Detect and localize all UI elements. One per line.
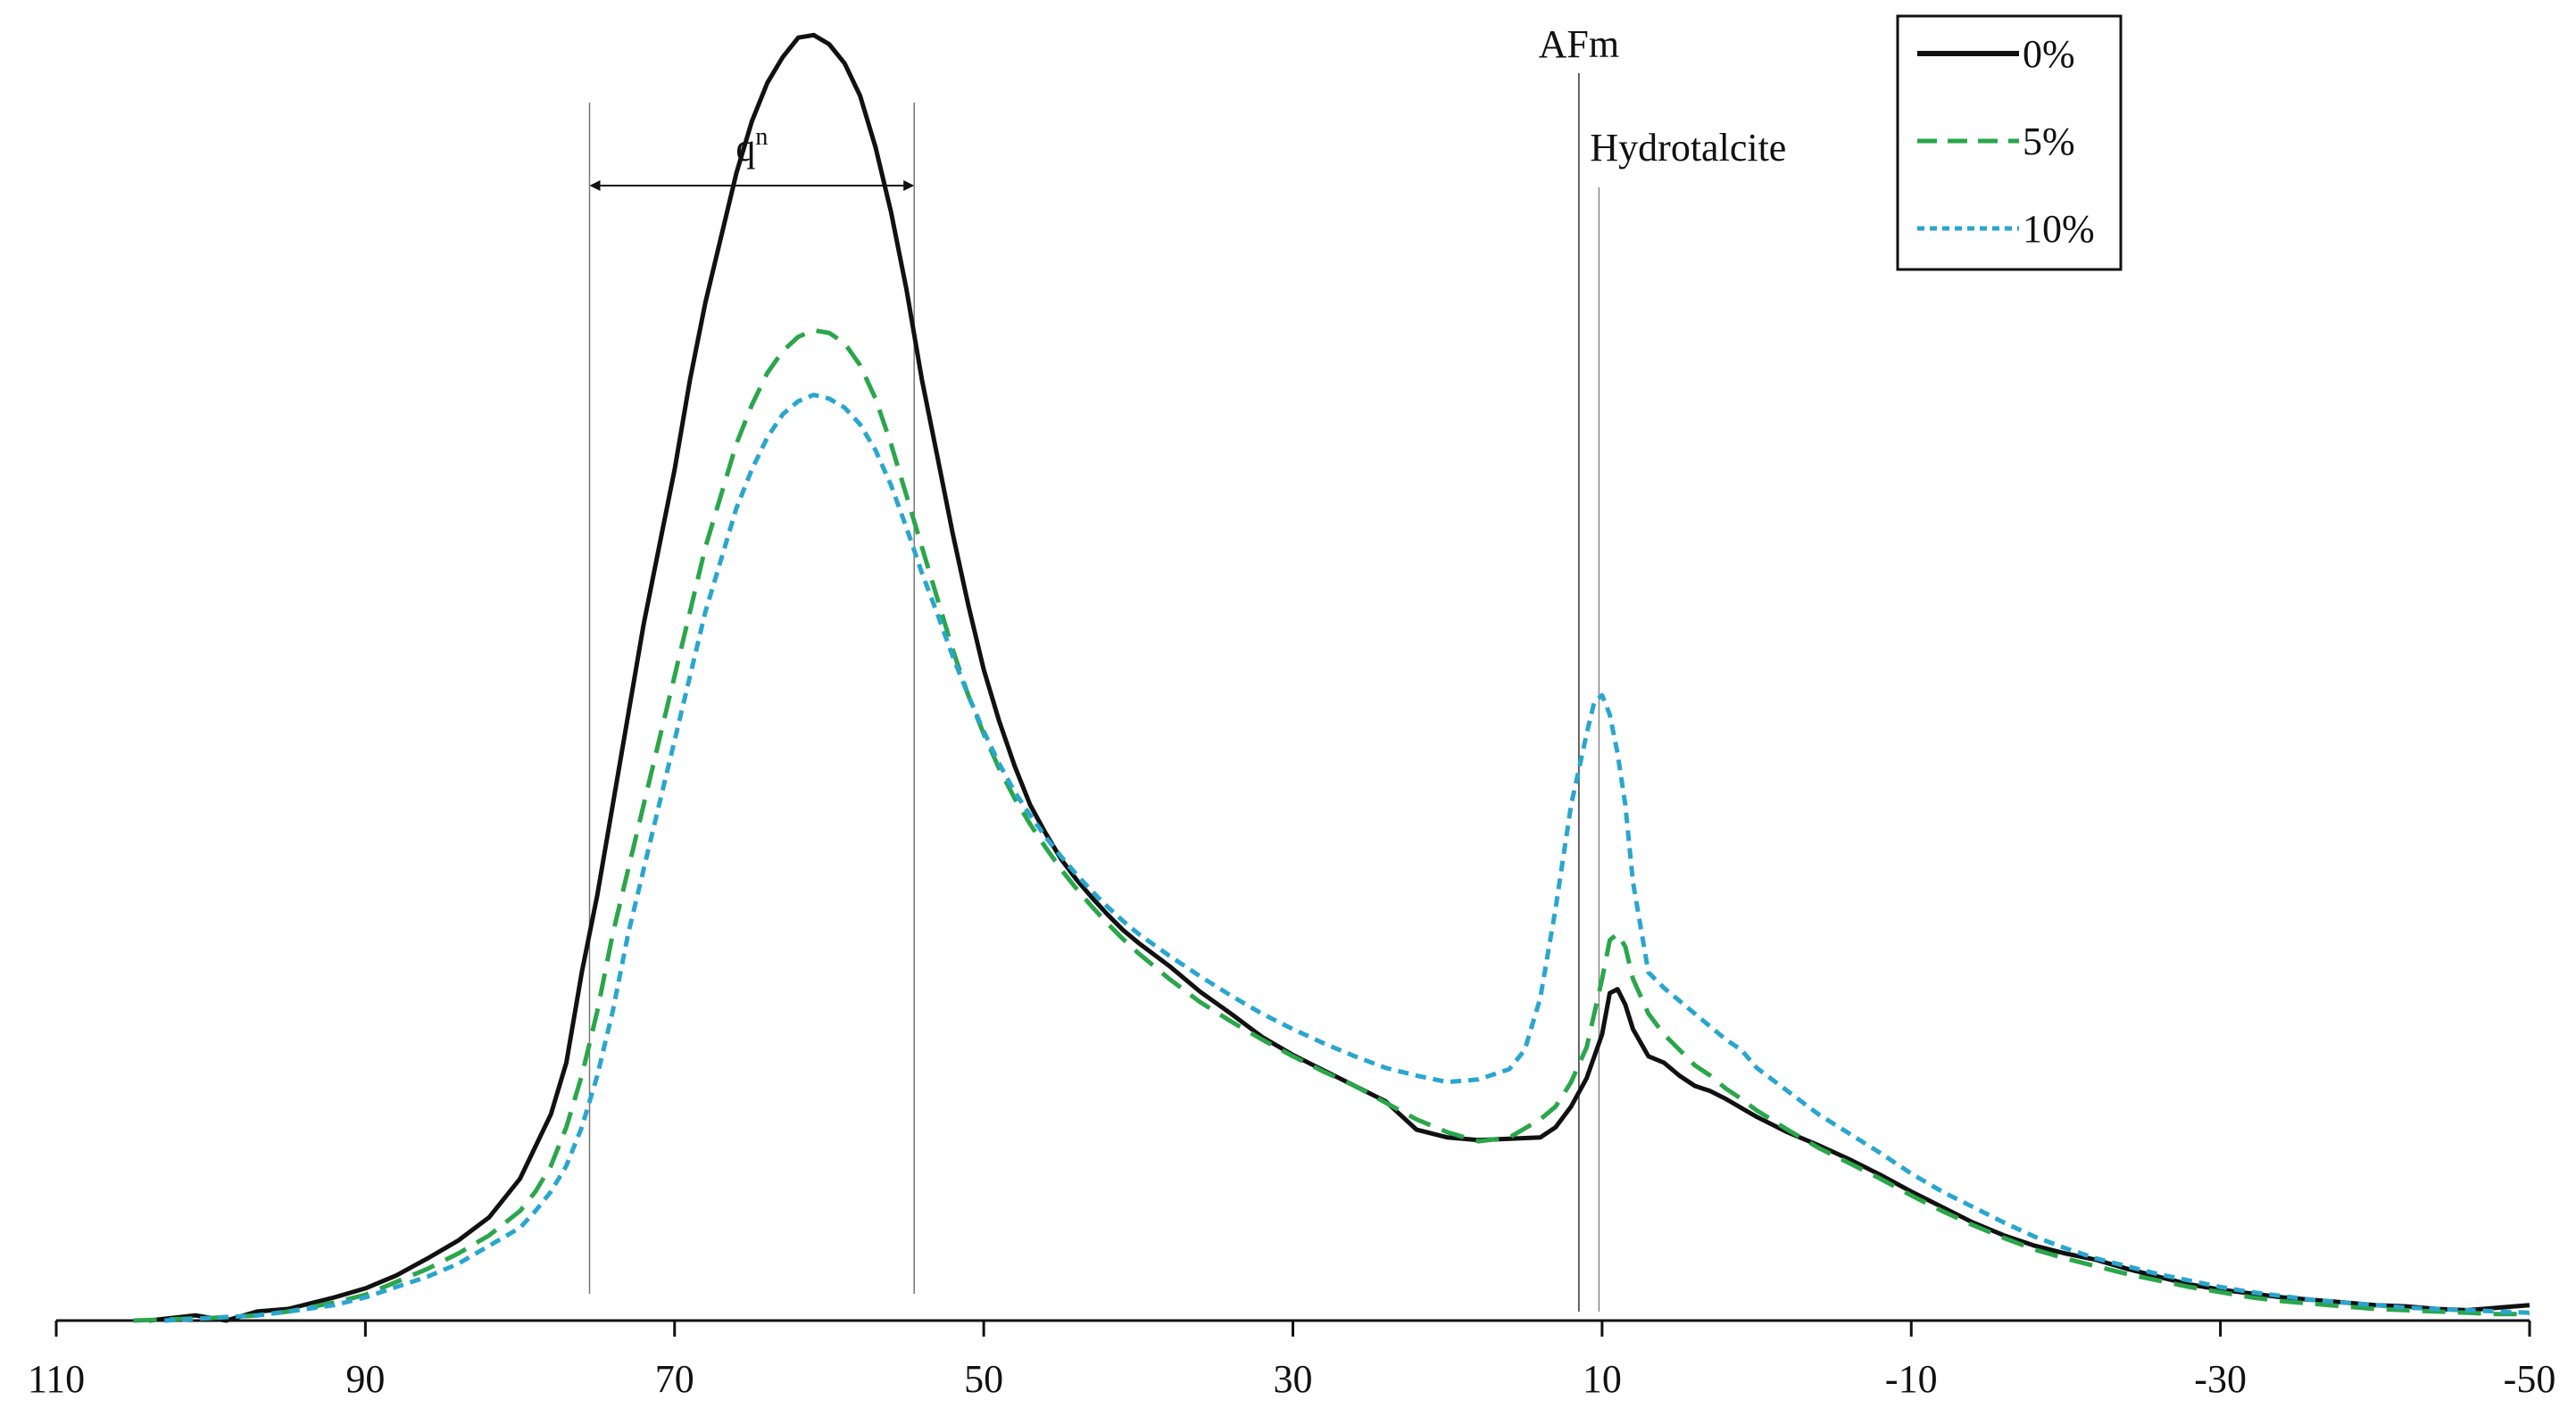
series-group (133, 32, 2530, 1323)
afm-label: AFm (1539, 22, 1619, 66)
x-tick-label-7: -30 (2194, 1357, 2247, 1401)
x-tick-label-1: 90 (345, 1357, 385, 1401)
legend-label-10pct: 10% (2023, 207, 2095, 251)
legend-label-5pct: 5% (2023, 120, 2075, 163)
x-tick-label-4: 30 (1274, 1357, 1313, 1401)
x-tick-label-3: 50 (964, 1357, 1003, 1401)
x-axis: 110 90 70 50 30 10 -10 -30 -50 (28, 1319, 2556, 1401)
x-tick-label-6: -10 (1885, 1357, 1938, 1401)
series-line-10pct (164, 393, 2530, 1323)
series-line-0pct (148, 32, 2530, 1323)
series-line-5pct (133, 327, 2530, 1323)
qn-label-superscript: n (755, 123, 768, 151)
legend-label-0pct: 0% (2023, 32, 2075, 76)
x-tick-label-5: 10 (1583, 1357, 1622, 1401)
x-tick-group: 110 90 70 50 30 10 -10 -30 -50 (28, 1321, 2556, 1401)
hydrotalcite-label: Hydrotalcite (1590, 126, 1786, 170)
x-tick-label-8: -50 (2504, 1357, 2556, 1401)
annotation-group: qn AFm Hydrotalcite (588, 22, 1786, 1312)
legend: 0% 5% 10% (1896, 14, 2123, 271)
x-tick-label-2: 70 (655, 1357, 694, 1401)
x-tick-label-0: 110 (28, 1357, 85, 1401)
